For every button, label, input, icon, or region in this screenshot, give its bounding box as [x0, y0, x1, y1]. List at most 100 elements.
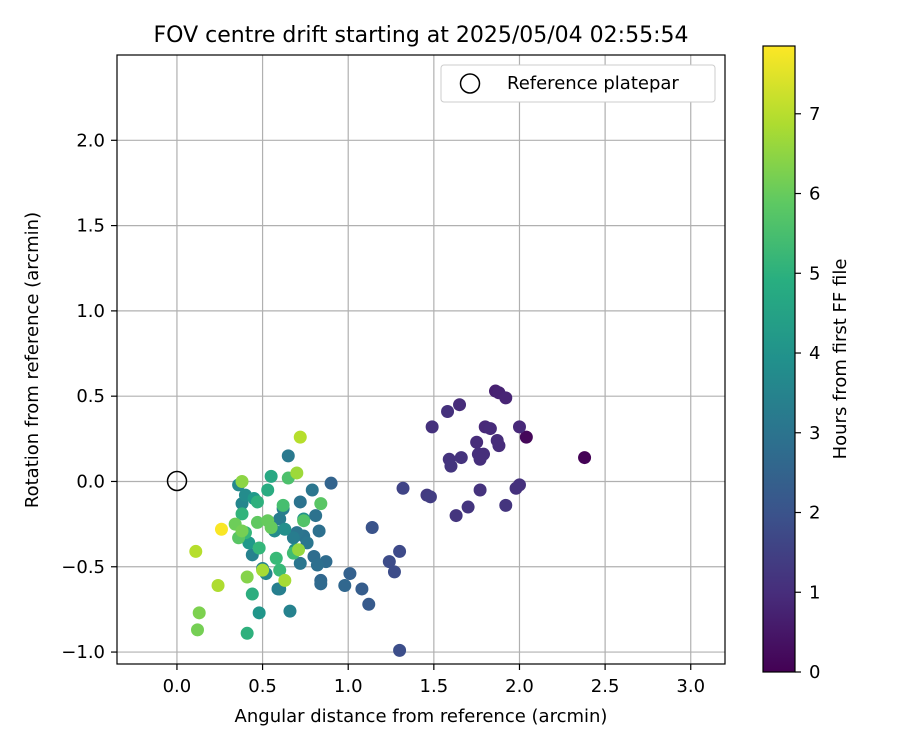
- y-tick-label: 2.0: [76, 130, 105, 151]
- data-point: [312, 524, 326, 538]
- data-point: [276, 498, 290, 512]
- data-point: [473, 483, 487, 497]
- data-point: [235, 524, 249, 538]
- x-tick-label: 2.0: [505, 676, 534, 697]
- legend-box: [440, 64, 716, 103]
- data-point: [314, 577, 328, 591]
- legend-marker-icon: [459, 73, 481, 94]
- data-point: [453, 398, 467, 412]
- colorbar-tick-label: 2: [809, 503, 820, 524]
- data-point: [324, 476, 338, 490]
- data-point: [310, 558, 324, 572]
- colorbar-tick-label: 7: [809, 104, 820, 125]
- data-point: [264, 469, 278, 483]
- data-point: [509, 481, 523, 495]
- legend-entry-label: Reference platepar: [507, 73, 679, 94]
- data-point: [235, 474, 249, 488]
- y-tick-label: −0.5: [61, 557, 105, 578]
- data-point: [293, 556, 307, 570]
- data-point: [278, 522, 292, 536]
- data-point: [449, 509, 463, 523]
- data-point: [461, 500, 475, 514]
- data-point: [393, 544, 407, 558]
- y-tick-label: −1.0: [61, 642, 105, 663]
- data-point: [273, 563, 287, 577]
- colorbar-tick-label: 3: [809, 423, 820, 444]
- x-tick-label: 1.0: [334, 676, 363, 697]
- data-point: [250, 495, 264, 509]
- data-point: [473, 452, 487, 466]
- data-point: [387, 565, 401, 579]
- data-point: [362, 597, 376, 611]
- data-point: [235, 507, 249, 521]
- data-point: [444, 459, 458, 473]
- data-point: [273, 512, 287, 526]
- colorbar-tick-label: 0: [809, 662, 820, 683]
- data-point: [240, 570, 254, 584]
- data-point: [470, 435, 484, 449]
- x-tick-label: 0.5: [248, 676, 277, 697]
- data-point: [292, 543, 306, 557]
- data-point: [189, 544, 203, 558]
- x-tick-label: 2.5: [591, 676, 620, 697]
- data-point: [293, 430, 307, 444]
- data-point: [242, 536, 256, 550]
- data-point: [396, 481, 410, 495]
- data-point: [252, 606, 266, 620]
- y-axis-ticks: −1.0 −0.5 0.0 0.5 1.0 1.5 2.0: [61, 130, 117, 663]
- data-point: [578, 451, 592, 465]
- data-point: [211, 579, 225, 593]
- data-point: [425, 420, 439, 434]
- data-point: [355, 582, 369, 596]
- legend: Reference platepar: [440, 64, 716, 103]
- data-point: [281, 449, 295, 463]
- colorbar-tick-label: 6: [809, 184, 820, 205]
- data-point: [269, 551, 283, 565]
- y-axis-label: Rotation from reference (arcmin): [22, 212, 43, 508]
- data-point: [519, 430, 533, 444]
- colorbar-tick-label: 1: [809, 582, 820, 603]
- colorbar-label: Hours from first FF file: [830, 259, 851, 460]
- colorbar-tick-label: 4: [809, 343, 820, 364]
- data-point: [245, 587, 259, 601]
- data-point: [240, 626, 254, 640]
- data-point: [297, 514, 311, 528]
- data-point: [305, 483, 319, 497]
- data-point: [343, 567, 357, 581]
- x-axis-label: Angular distance from reference (arcmin): [235, 706, 608, 727]
- data-point: [286, 531, 300, 545]
- data-point: [192, 606, 206, 620]
- x-axis-ticks: 0.0 0.5 1.0 1.5 2.0 2.5 3.0: [163, 664, 705, 697]
- plot-frame: [116, 54, 726, 665]
- data-point: [214, 522, 228, 536]
- data-point: [190, 623, 204, 637]
- colorbar-ticks: 0 1 2 3 4 5 6 7: [795, 104, 820, 683]
- data-point: [290, 466, 304, 480]
- data-point: [283, 604, 297, 618]
- data-point: [483, 422, 497, 436]
- chart-title: FOV centre drift starting at 2025/05/04 …: [154, 23, 689, 48]
- data-point: [441, 405, 455, 419]
- colorbar-tick-label: 5: [809, 263, 820, 284]
- colorbar: 0 1 2 3 4 5 6 7 Hours from first FF file: [762, 45, 851, 683]
- data-point: [382, 555, 396, 569]
- x-tick-label: 1.5: [420, 676, 449, 697]
- data-point: [499, 391, 513, 405]
- data-point: [338, 579, 352, 593]
- data-point: [261, 483, 275, 497]
- y-tick-label: 1.0: [76, 301, 105, 322]
- data-point: [252, 541, 266, 555]
- data-point: [512, 420, 526, 434]
- data-point: [423, 490, 437, 504]
- x-tick-label: 0.0: [163, 676, 192, 697]
- data-point: [365, 521, 379, 535]
- colorbar-gradient: [762, 45, 796, 673]
- data-point: [454, 451, 468, 465]
- data-point: [278, 573, 292, 587]
- grid-lines: [117, 55, 725, 664]
- data-point: [250, 515, 264, 529]
- reference-marker: [166, 470, 188, 492]
- y-tick-label: 0.0: [76, 471, 105, 492]
- data-point: [499, 498, 513, 512]
